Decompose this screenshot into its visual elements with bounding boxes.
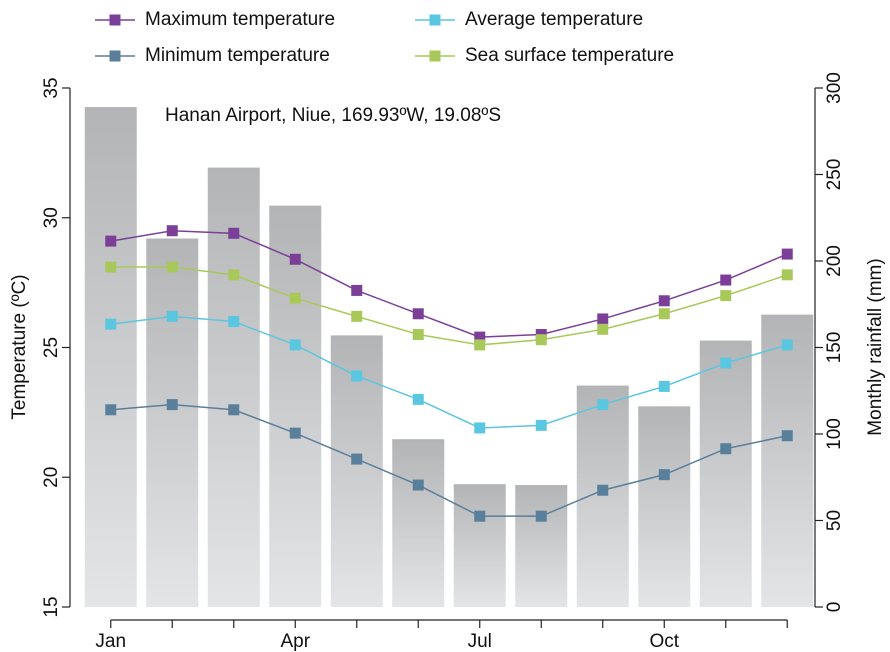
temp-marker xyxy=(781,269,793,281)
temp-line xyxy=(110,229,788,338)
y2-tick-label: 150 xyxy=(824,332,845,364)
temp-marker xyxy=(289,339,301,351)
rain-bar xyxy=(576,385,629,607)
legend-marker xyxy=(109,50,121,62)
temp-marker xyxy=(228,404,240,416)
temp-marker xyxy=(351,453,363,465)
y-axis-title: Temperature (ºC) xyxy=(9,274,30,419)
rain-bar xyxy=(761,314,814,607)
legend-marker xyxy=(429,50,441,62)
temp-marker xyxy=(166,261,178,273)
rain-bar xyxy=(515,485,568,607)
temp-marker xyxy=(412,329,424,341)
temp-marker xyxy=(351,370,363,382)
y2-tick-label: 250 xyxy=(824,159,845,191)
x-tick-label: Jan xyxy=(95,631,126,652)
y2-tick-label: 300 xyxy=(824,72,845,104)
y-tick-label: 25 xyxy=(41,337,62,358)
temp-marker xyxy=(658,380,670,392)
legend-label: Maximum temperature xyxy=(145,9,335,30)
temp-marker xyxy=(228,316,240,328)
y-tick-label: 20 xyxy=(41,467,62,488)
temp-line xyxy=(110,266,788,346)
y-tick-label: 15 xyxy=(41,596,62,617)
x-tick-label: Apr xyxy=(280,631,310,652)
temp-marker xyxy=(474,339,486,351)
rain-bar xyxy=(453,484,506,607)
temp-marker xyxy=(658,308,670,320)
y2-tick-label: 200 xyxy=(824,245,845,277)
temp-marker xyxy=(658,295,670,307)
temp-marker xyxy=(412,393,424,405)
temp-marker xyxy=(105,235,117,247)
temp-marker xyxy=(351,310,363,322)
rain-bar xyxy=(392,439,445,607)
temp-marker xyxy=(597,313,609,325)
temp-marker xyxy=(412,308,424,320)
x-tick-label: Oct xyxy=(649,631,679,652)
temp-marker xyxy=(535,334,547,346)
temp-marker xyxy=(535,510,547,522)
temp-marker xyxy=(474,422,486,434)
rain-bar xyxy=(146,238,199,607)
legend-label: Average temperature xyxy=(465,9,643,30)
temp-marker xyxy=(658,469,670,481)
temp-marker xyxy=(289,427,301,439)
temp-marker xyxy=(228,269,240,281)
temp-marker xyxy=(166,310,178,322)
temp-marker xyxy=(720,443,732,455)
temp-marker xyxy=(166,399,178,411)
temp-marker xyxy=(351,284,363,296)
temp-marker xyxy=(781,248,793,260)
legend-label: Sea surface temperature xyxy=(465,45,674,66)
temp-marker xyxy=(105,318,117,330)
annotation: Hanan Airport, Niue, 169.93ºW, 19.08ºS xyxy=(165,105,501,126)
temp-marker xyxy=(597,399,609,411)
temp-marker xyxy=(474,331,486,343)
rain-bar xyxy=(269,205,322,607)
y2-tick-label: 0 xyxy=(824,602,845,613)
temp-marker xyxy=(474,510,486,522)
temp-marker xyxy=(289,253,301,265)
y2-tick-label: 100 xyxy=(824,418,845,450)
temp-marker xyxy=(105,404,117,416)
temp-marker xyxy=(781,430,793,442)
y-tick-label: 30 xyxy=(41,207,62,228)
temp-marker xyxy=(720,274,732,286)
y2-axis-title: Monthly rainfall (mm) xyxy=(865,258,886,435)
temp-marker xyxy=(166,225,178,237)
temp-marker xyxy=(412,479,424,491)
temp-marker xyxy=(720,290,732,302)
legend-marker xyxy=(109,14,121,26)
rain-bar xyxy=(699,340,752,607)
temp-marker xyxy=(720,357,732,369)
temp-marker xyxy=(228,227,240,239)
temp-line xyxy=(110,315,788,429)
temp-marker xyxy=(597,484,609,496)
temp-line xyxy=(110,403,788,517)
rain-bar xyxy=(84,107,137,607)
temp-marker xyxy=(289,292,301,304)
temp-marker xyxy=(597,323,609,335)
rain-bar xyxy=(638,406,691,607)
temp-marker xyxy=(105,261,117,273)
y2-tick-label: 50 xyxy=(824,510,845,531)
legend-marker xyxy=(429,14,441,26)
temp-marker xyxy=(781,339,793,351)
temp-marker xyxy=(535,419,547,431)
legend-label: Minimum temperature xyxy=(145,45,330,66)
x-tick-label: Jul xyxy=(468,631,492,652)
y-tick-label: 35 xyxy=(41,77,62,98)
